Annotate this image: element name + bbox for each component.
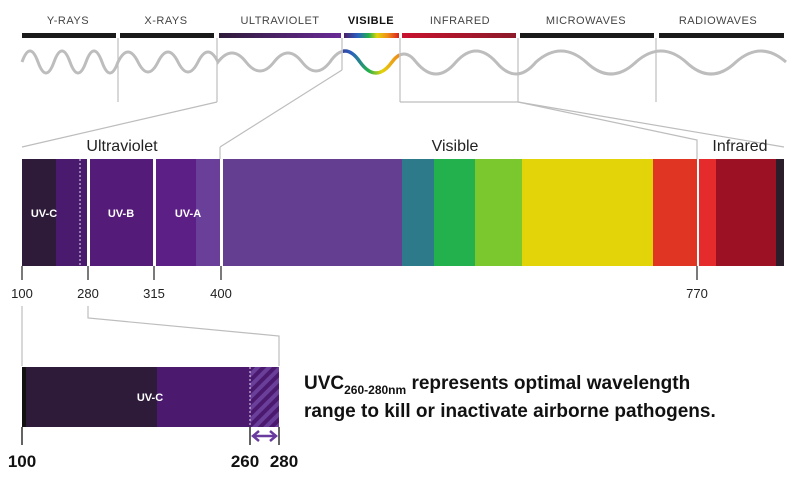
tick-label-280: 280: [77, 286, 99, 301]
band-label-ultraviolet: ULTRAVIOLET: [240, 15, 319, 27]
caption: UVC260-280nm represents optimal waveleng…: [304, 373, 716, 422]
band-bar-microwaves: [520, 33, 654, 38]
band-bars: [22, 33, 784, 38]
seg-uvc-dark: [22, 159, 56, 266]
band-bar-infrared: [402, 33, 516, 38]
zoom-seg-edge: [22, 367, 26, 427]
band-labels: Y-RAYS X-RAYS ULTRAVIOLET VISIBLE INFRAR…: [47, 15, 757, 27]
tick-label-315: 315: [143, 286, 165, 301]
band-label-visible: VISIBLE: [348, 15, 394, 27]
zoom-seg-mid: [157, 367, 250, 427]
band-label-infrared: INFRARED: [430, 15, 490, 27]
zoom-tick-label-280: 280: [270, 452, 298, 471]
wave: [20, 49, 787, 76]
zoom-tick-label-260: 260: [231, 452, 259, 471]
zoom-ticks: [21, 427, 280, 445]
wave-line: [20, 49, 787, 76]
zoom-tick-labels: 100 260 280: [8, 452, 298, 471]
band-dividers: [117, 38, 657, 102]
seg-uvc-mid: [56, 159, 87, 266]
zoom-label-uvc: UV-C: [137, 392, 163, 404]
wave-visible-segment: [343, 49, 399, 75]
range-arrow: [251, 430, 278, 442]
band-label-xray: X-RAYS: [144, 15, 187, 27]
seg-teal: [402, 159, 434, 266]
seg-label-uva: UV-A: [175, 208, 201, 220]
seg-green: [434, 159, 475, 266]
band-bar-xray: [120, 33, 214, 38]
band-bar-visible: [344, 33, 399, 38]
expansion-lines-top: [21, 69, 785, 160]
seg-uva: [156, 159, 196, 266]
seg-gap-3: [220, 159, 223, 266]
caption-subscript: 260-280nm: [344, 383, 406, 397]
range-arrow-left-head: [251, 430, 260, 442]
zoom-tick-label-100: 100: [8, 452, 36, 471]
expansion-lines-bottom: [21, 306, 280, 366]
seg-gap-4: [697, 159, 699, 266]
range-arrow-right-head: [269, 430, 278, 442]
seg-label-uvb: UV-B: [108, 208, 134, 220]
tick-label-770: 770: [686, 286, 708, 301]
expand-line-2: [219, 69, 343, 148]
zoom-bar: UV-C: [22, 367, 279, 427]
detail-tick-labels: 100 280 315 400 770: [11, 286, 708, 301]
seg-ir-red: [699, 159, 716, 266]
seg-yellow: [522, 159, 653, 266]
seg-label-uvc: UV-C: [31, 208, 57, 220]
band-bar-radiowaves: [659, 33, 784, 38]
seg-violet: [223, 159, 402, 266]
tick-label-400: 400: [210, 286, 232, 301]
expand-line-4: [517, 101, 785, 148]
region-label-ultraviolet: Ultraviolet: [86, 138, 158, 155]
detail-ticks: [21, 266, 698, 280]
caption-line1-rest: represents optimal wavelength: [406, 373, 690, 394]
zoom-line-right: [87, 306, 280, 366]
band-bar-gamma: [22, 33, 116, 38]
seg-uvb: [90, 159, 153, 266]
caption-line-1: UVC260-280nm represents optimal waveleng…: [304, 373, 690, 397]
tick-label-100: 100: [11, 286, 33, 301]
seg-red: [653, 159, 697, 266]
expand-line-3: [400, 101, 698, 147]
band-label-microwaves: MICROWAVES: [546, 15, 626, 27]
caption-prefix: UVC: [304, 373, 344, 394]
expand-line-1: [21, 101, 218, 148]
band-label-radiowaves: RADIOWAVES: [679, 15, 757, 27]
band-label-gamma: Y-RAYS: [47, 15, 89, 27]
zoom-seg-dark: [26, 367, 157, 427]
seg-gap-2: [153, 159, 156, 266]
region-label-visible: Visible: [432, 138, 479, 155]
detail-spectrum-bar: UV-C UV-B UV-A: [22, 159, 784, 266]
seg-ir-dark: [716, 159, 776, 266]
band-bar-ultraviolet: [219, 33, 341, 38]
caption-line-2: range to kill or inactivate airborne pat…: [304, 401, 716, 422]
seg-uva-light: [196, 159, 220, 266]
region-label-infrared: Infrared: [712, 138, 767, 155]
seg-gap-1: [87, 159, 90, 266]
zoom-seg-hatch: [250, 367, 279, 427]
seg-lime: [475, 159, 522, 266]
seg-end: [776, 159, 784, 266]
